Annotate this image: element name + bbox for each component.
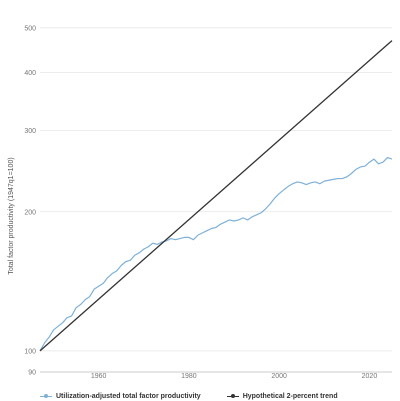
legend-item-tfp[interactable]: Utilization-adjusted total factor produc… [40,392,201,400]
legend-label-tfp: Utilization-adjusted total factor produc… [56,392,201,400]
series-tfp-line [39,156,393,352]
x-tick-label: 1960 [91,373,107,380]
legend-label-trend: Hypothetical 2-percent trend [242,392,338,400]
x-tick-label: 2020 [362,373,378,380]
y-tick-label: 500 [24,25,36,32]
series-layer [39,40,393,352]
legend: Utilization-adjusted total factor produc… [40,391,364,401]
x-tick-label: 2000 [271,373,287,380]
y-axis-title: Total factor productivity (1947q1=100) [8,157,15,274]
legend-swatch-tfp [40,392,52,400]
series-trend-line [39,40,393,352]
y-tick-label: 100 [24,348,36,355]
y-tick-label: 300 [24,128,36,135]
y-tick-labels: 90 100 200 300 400 500 [24,25,36,376]
gridlines [40,27,392,352]
legend-item-trend[interactable]: Hypothetical 2-percent trend [226,392,338,400]
x-tick-label: 1980 [181,373,197,380]
legend-swatch-trend [226,392,239,400]
y-tick-label: 200 [24,209,36,216]
x-tick-labels: 1960 1980 2000 2020 [91,373,377,380]
y-tick-label: 90 [28,370,36,377]
y-tick-label: 400 [24,70,36,77]
